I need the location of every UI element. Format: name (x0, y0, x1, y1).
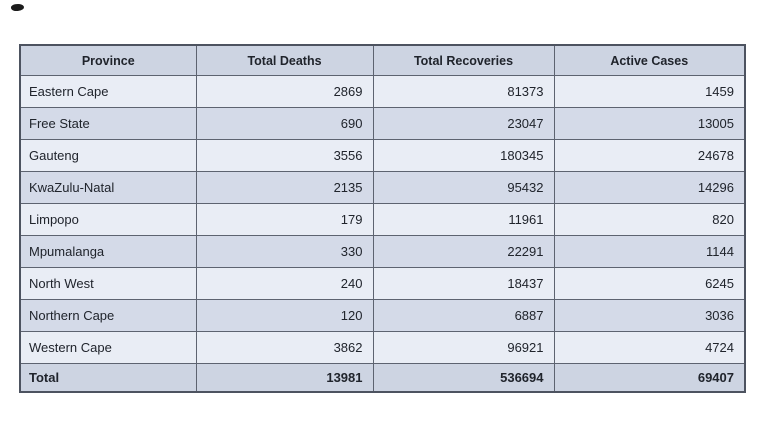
column-header-active: Active Cases (553, 44, 746, 76)
active-cell: 1144 (553, 235, 746, 268)
recoveries-cell: 18437 (372, 267, 555, 300)
active-cell: 13005 (553, 107, 746, 140)
table-row: Eastern Cape 2869 81373 1459 (19, 75, 746, 108)
deaths-cell: 3556 (195, 139, 374, 172)
table-row: Western Cape 3862 96921 4724 (19, 331, 746, 364)
active-cell: 820 (553, 203, 746, 236)
province-cell: Free State (19, 107, 197, 140)
province-cell: North West (19, 267, 197, 300)
table-row: Mpumalanga 330 22291 1144 (19, 235, 746, 268)
deaths-cell: 179 (195, 203, 374, 236)
total-label-cell: Total (19, 363, 197, 393)
province-cell: Eastern Cape (19, 75, 197, 108)
active-cell: 1459 (553, 75, 746, 108)
total-recoveries-cell: 536694 (372, 363, 555, 393)
deaths-cell: 690 (195, 107, 374, 140)
active-cell: 6245 (553, 267, 746, 300)
recoveries-cell: 22291 (372, 235, 555, 268)
active-cell: 14296 (553, 171, 746, 204)
table-row: KwaZulu-Natal 2135 95432 14296 (19, 171, 746, 204)
table-row: Gauteng 3556 180345 24678 (19, 139, 746, 172)
recoveries-cell: 23047 (372, 107, 555, 140)
deaths-cell: 120 (195, 299, 374, 332)
column-header-recoveries: Total Recoveries (372, 44, 555, 76)
deaths-cell: 330 (195, 235, 374, 268)
recoveries-cell: 180345 (372, 139, 555, 172)
header-row: Province Total Deaths Total Recoveries A… (19, 44, 746, 76)
total-deaths-cell: 13981 (195, 363, 374, 393)
active-cell: 3036 (553, 299, 746, 332)
deaths-cell: 240 (195, 267, 374, 300)
recoveries-cell: 6887 (372, 299, 555, 332)
province-cell: KwaZulu-Natal (19, 171, 197, 204)
recoveries-cell: 95432 (372, 171, 555, 204)
province-cell: Northern Cape (19, 299, 197, 332)
recoveries-cell: 96921 (372, 331, 555, 364)
deaths-cell: 2135 (195, 171, 374, 204)
active-cell: 4724 (553, 331, 746, 364)
province-cell: Limpopo (19, 203, 197, 236)
total-active-cell: 69407 (553, 363, 746, 393)
table-row: Limpopo 179 11961 820 (19, 203, 746, 236)
covid-province-table: Province Total Deaths Total Recoveries A… (19, 44, 746, 393)
deaths-cell: 3862 (195, 331, 374, 364)
province-cell: Western Cape (19, 331, 197, 364)
table-row: Northern Cape 120 6887 3036 (19, 299, 746, 332)
province-cell: Gauteng (19, 139, 197, 172)
active-cell: 24678 (553, 139, 746, 172)
corner-mark (10, 3, 25, 12)
table-row: North West 240 18437 6245 (19, 267, 746, 300)
table-row: Free State 690 23047 13005 (19, 107, 746, 140)
column-header-deaths: Total Deaths (195, 44, 374, 76)
province-cell: Mpumalanga (19, 235, 197, 268)
deaths-cell: 2869 (195, 75, 374, 108)
recoveries-cell: 11961 (372, 203, 555, 236)
column-header-province: Province (19, 44, 197, 76)
table-total-row: Total 13981 536694 69407 (19, 363, 746, 393)
recoveries-cell: 81373 (372, 75, 555, 108)
